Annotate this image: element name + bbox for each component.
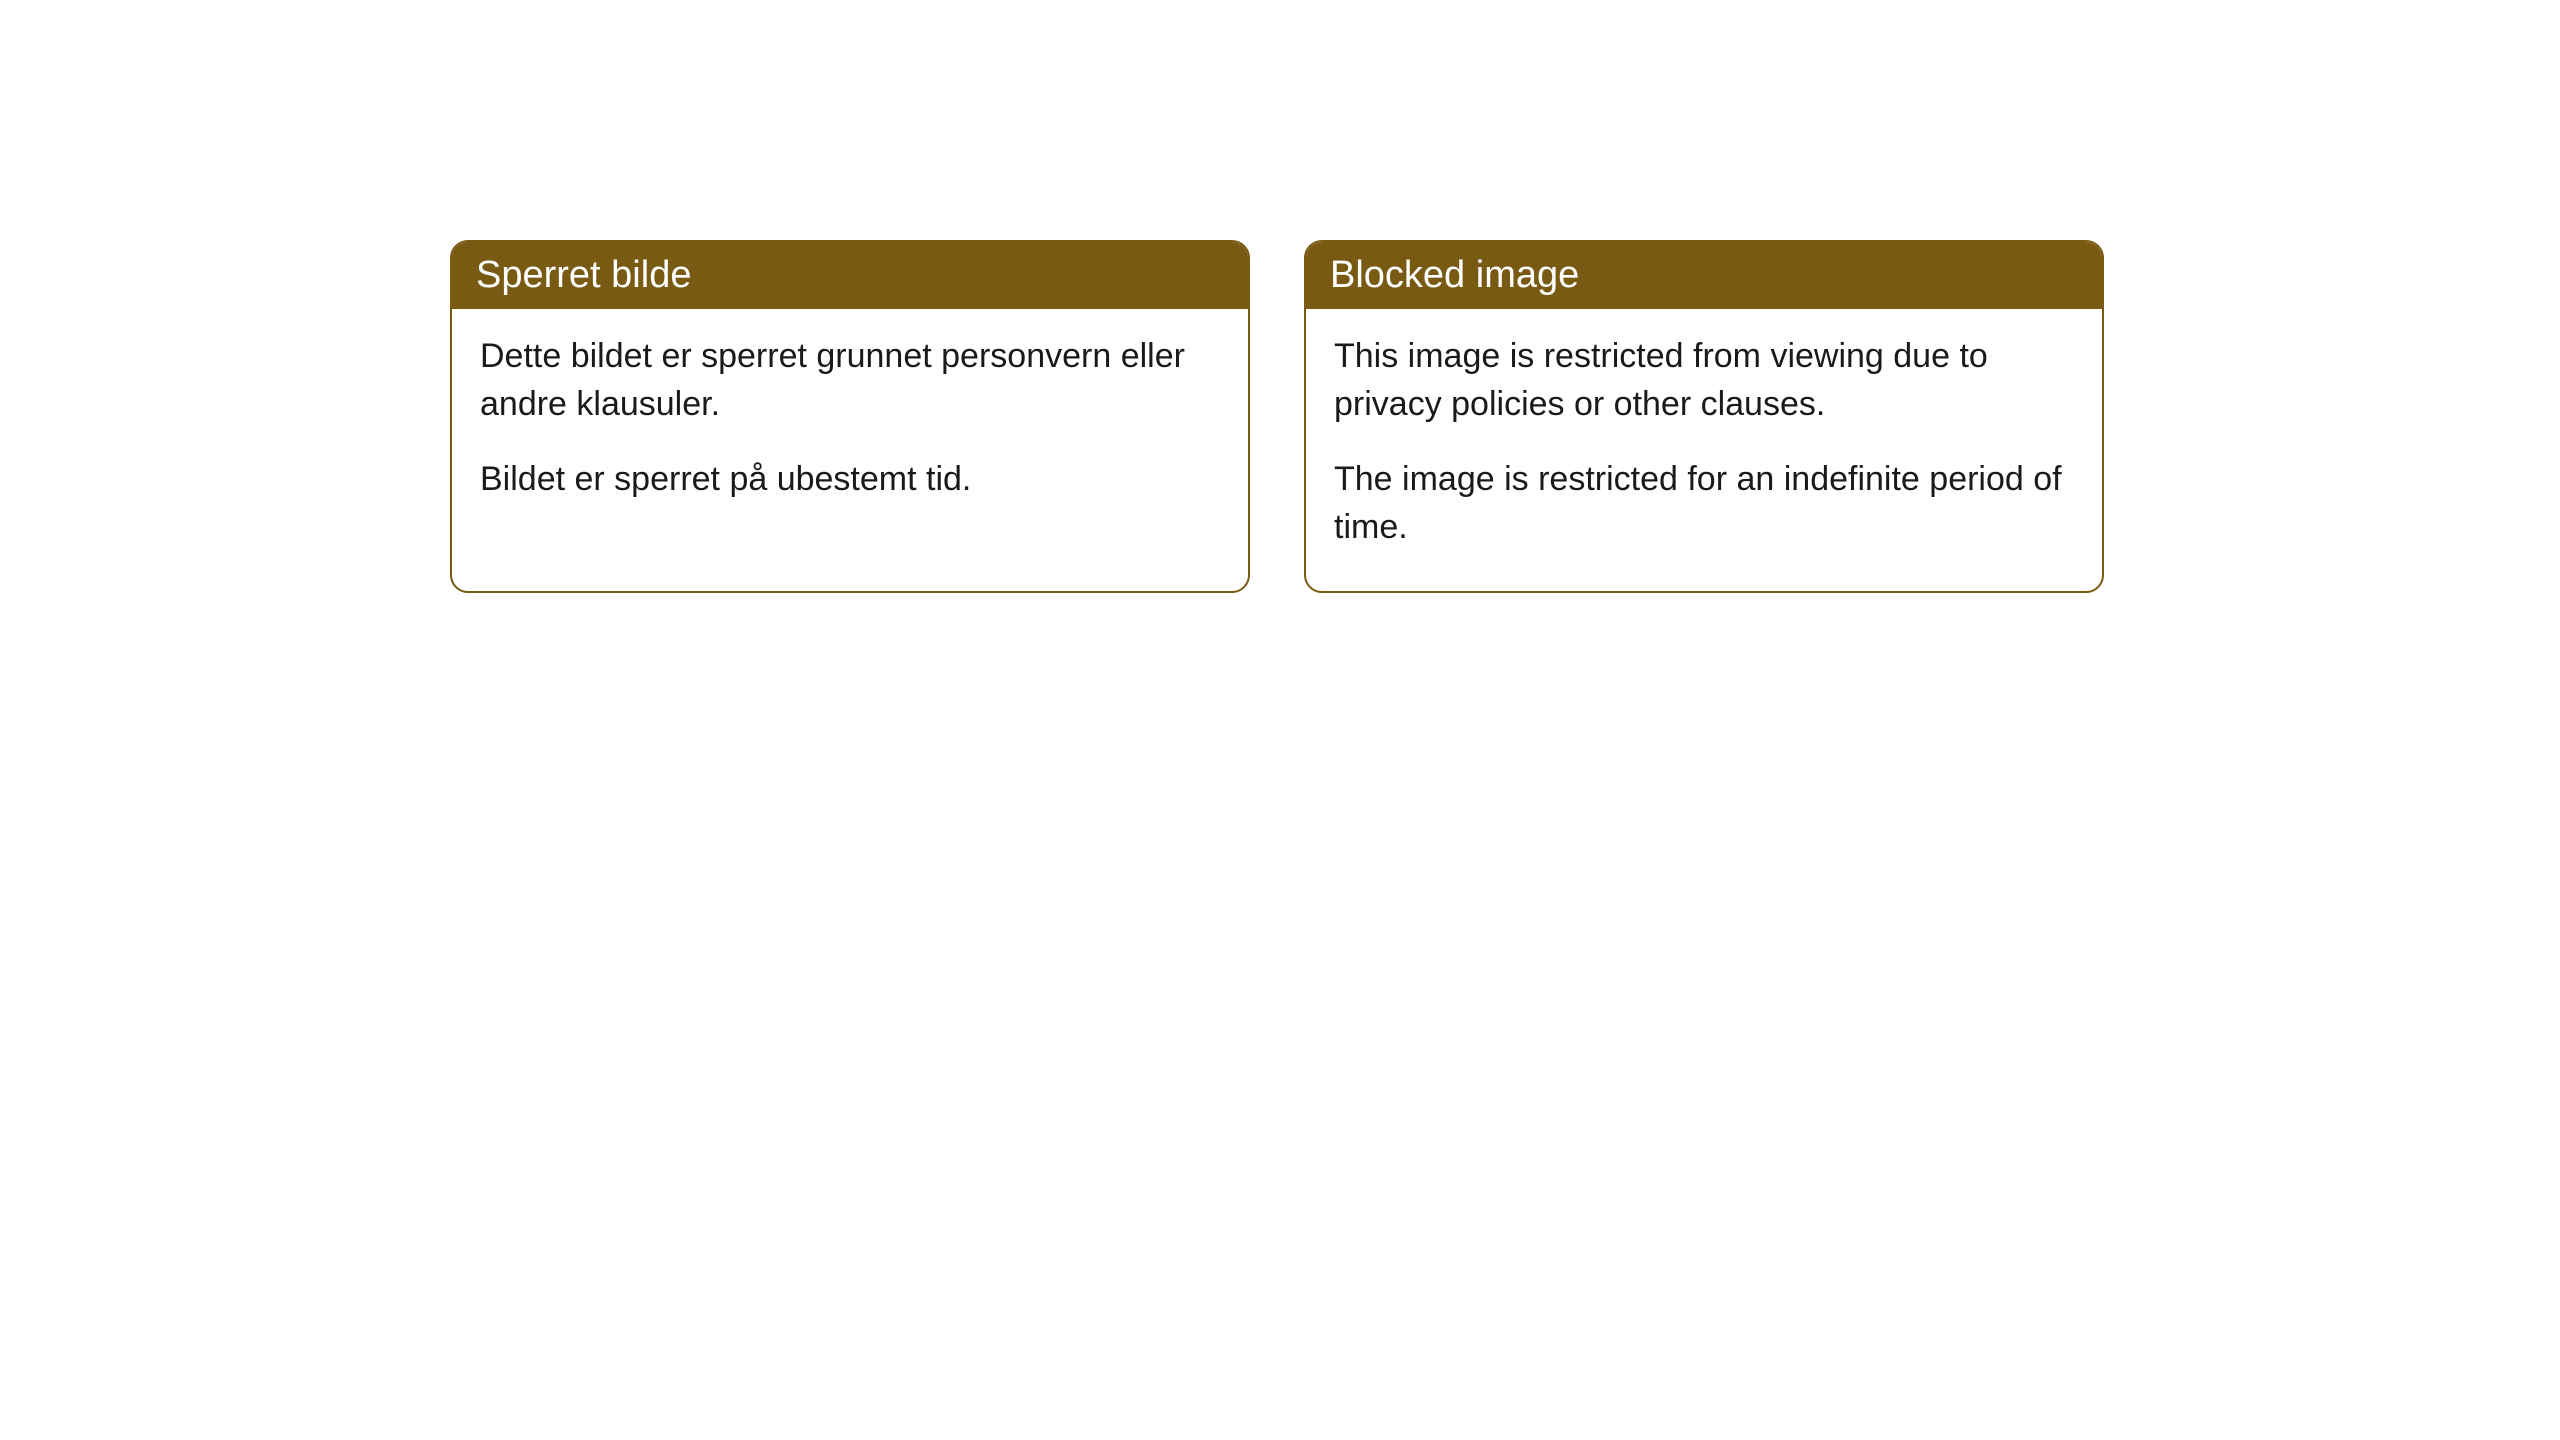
- card-english: Blocked image This image is restricted f…: [1304, 240, 2104, 593]
- card-paragraph-1: Dette bildet er sperret grunnet personve…: [480, 333, 1220, 428]
- card-header-english: Blocked image: [1306, 242, 2102, 309]
- card-paragraph-1: This image is restricted from viewing du…: [1334, 333, 2074, 428]
- card-paragraph-2: The image is restricted for an indefinit…: [1334, 456, 2074, 551]
- cards-container: Sperret bilde Dette bildet er sperret gr…: [450, 240, 2560, 593]
- card-header-norwegian: Sperret bilde: [452, 242, 1248, 309]
- card-body-english: This image is restricted from viewing du…: [1306, 309, 2102, 591]
- card-body-norwegian: Dette bildet er sperret grunnet personve…: [452, 309, 1248, 544]
- card-norwegian: Sperret bilde Dette bildet er sperret gr…: [450, 240, 1250, 593]
- card-paragraph-2: Bildet er sperret på ubestemt tid.: [480, 456, 1220, 504]
